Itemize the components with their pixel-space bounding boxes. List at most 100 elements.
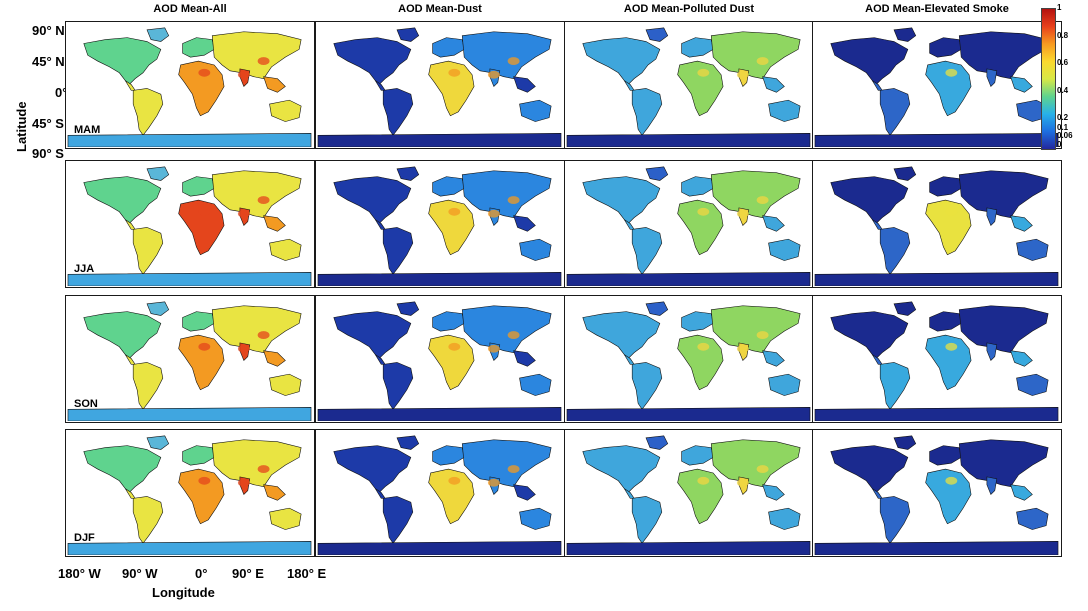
map-panel-dust-mam bbox=[315, 21, 565, 149]
hotspot bbox=[756, 331, 769, 339]
map-panel-smoke-djf bbox=[812, 429, 1062, 557]
hotspot bbox=[945, 342, 958, 351]
region-southAmerica bbox=[382, 88, 414, 136]
region-greenland bbox=[146, 166, 170, 181]
hotspot bbox=[237, 344, 250, 353]
world-map bbox=[317, 166, 562, 286]
lon-tick-0: 0° bbox=[195, 566, 208, 581]
region-southAmerica bbox=[879, 227, 911, 275]
region-africa bbox=[925, 334, 972, 391]
region-seAsia bbox=[263, 350, 286, 367]
map-panel-polluted-djf bbox=[564, 429, 814, 557]
region-seAsia bbox=[263, 76, 286, 93]
colorbar-tick-0.06: 0.06 bbox=[1057, 131, 1073, 140]
lon-tick-180w: 180° W bbox=[58, 566, 101, 581]
hotspot bbox=[487, 478, 500, 487]
region-greenland bbox=[396, 301, 420, 316]
region-antarctica bbox=[317, 133, 562, 147]
region-greenland bbox=[645, 435, 669, 450]
region-antarctica bbox=[566, 272, 811, 286]
region-europe bbox=[182, 445, 215, 466]
region-seAsia bbox=[513, 484, 536, 501]
region-india bbox=[986, 342, 998, 361]
region-asia bbox=[461, 305, 552, 353]
region-greenland bbox=[893, 301, 917, 316]
region-europe bbox=[929, 176, 962, 197]
colorbar-gradient bbox=[1042, 9, 1055, 149]
world-map bbox=[814, 301, 1059, 421]
region-asia bbox=[958, 170, 1049, 218]
region-greenland bbox=[396, 27, 420, 42]
world-map bbox=[67, 435, 312, 555]
region-southAmerica bbox=[382, 496, 414, 544]
region-europe bbox=[182, 311, 215, 332]
colorbar bbox=[1041, 8, 1056, 150]
hotspot bbox=[257, 196, 270, 204]
hotspot bbox=[507, 465, 520, 473]
region-europe bbox=[432, 445, 465, 466]
region-antarctica bbox=[566, 541, 811, 555]
region-southAmerica bbox=[879, 496, 911, 544]
map-panel-all-djf: DJF bbox=[65, 429, 315, 557]
world-map bbox=[317, 27, 562, 147]
hotspot bbox=[237, 209, 250, 218]
region-northAmerica bbox=[83, 176, 162, 224]
region-seAsia bbox=[1010, 76, 1033, 93]
region-southAmerica bbox=[631, 227, 663, 275]
region-australia bbox=[768, 99, 801, 122]
region-southAmerica bbox=[631, 88, 663, 136]
hotspot bbox=[756, 465, 769, 473]
region-northAmerica bbox=[582, 37, 661, 85]
region-africa bbox=[677, 199, 724, 256]
region-antarctica bbox=[814, 407, 1059, 421]
column-title-dust: AOD Mean-Dust bbox=[398, 3, 482, 15]
world-map bbox=[317, 301, 562, 421]
region-northAmerica bbox=[830, 445, 909, 493]
region-india bbox=[986, 68, 998, 87]
region-australia bbox=[1016, 238, 1049, 261]
region-asia bbox=[958, 439, 1049, 487]
region-australia bbox=[269, 238, 302, 261]
region-australia bbox=[1016, 507, 1049, 530]
region-northAmerica bbox=[830, 176, 909, 224]
world-map bbox=[317, 435, 562, 555]
region-antarctica bbox=[67, 407, 312, 421]
region-seAsia bbox=[762, 76, 785, 93]
region-greenland bbox=[893, 27, 917, 42]
colorbar-tick-0.6: 0.6 bbox=[1057, 58, 1069, 67]
region-africa bbox=[428, 334, 475, 391]
region-northAmerica bbox=[333, 37, 412, 85]
region-australia bbox=[269, 507, 302, 530]
region-asia bbox=[461, 31, 552, 79]
hotspot bbox=[756, 196, 769, 204]
lat-tick-0: 0° bbox=[55, 85, 68, 100]
hotspot bbox=[198, 207, 211, 216]
region-africa bbox=[178, 199, 225, 256]
region-southAmerica bbox=[132, 227, 164, 275]
hotspot bbox=[448, 68, 461, 77]
region-greenland bbox=[396, 166, 420, 181]
lat-tick-90n: 90° N bbox=[32, 23, 65, 38]
region-europe bbox=[929, 445, 962, 466]
world-map bbox=[67, 166, 312, 286]
region-antarctica bbox=[317, 407, 562, 421]
region-africa bbox=[178, 468, 225, 525]
lon-tick-90e: 90° E bbox=[232, 566, 264, 581]
region-europe bbox=[681, 445, 714, 466]
region-australia bbox=[519, 99, 552, 122]
region-seAsia bbox=[762, 484, 785, 501]
region-northAmerica bbox=[830, 311, 909, 359]
column-title-all: AOD Mean-All bbox=[153, 3, 227, 15]
region-northAmerica bbox=[830, 37, 909, 85]
hotspot bbox=[507, 57, 520, 65]
region-seAsia bbox=[513, 215, 536, 232]
region-antarctica bbox=[67, 541, 312, 555]
region-europe bbox=[182, 37, 215, 58]
region-southAmerica bbox=[631, 362, 663, 410]
hotspot bbox=[507, 331, 520, 339]
region-seAsia bbox=[762, 350, 785, 367]
region-antarctica bbox=[67, 133, 312, 147]
region-greenland bbox=[645, 301, 669, 316]
region-africa bbox=[428, 468, 475, 525]
region-seAsia bbox=[762, 215, 785, 232]
